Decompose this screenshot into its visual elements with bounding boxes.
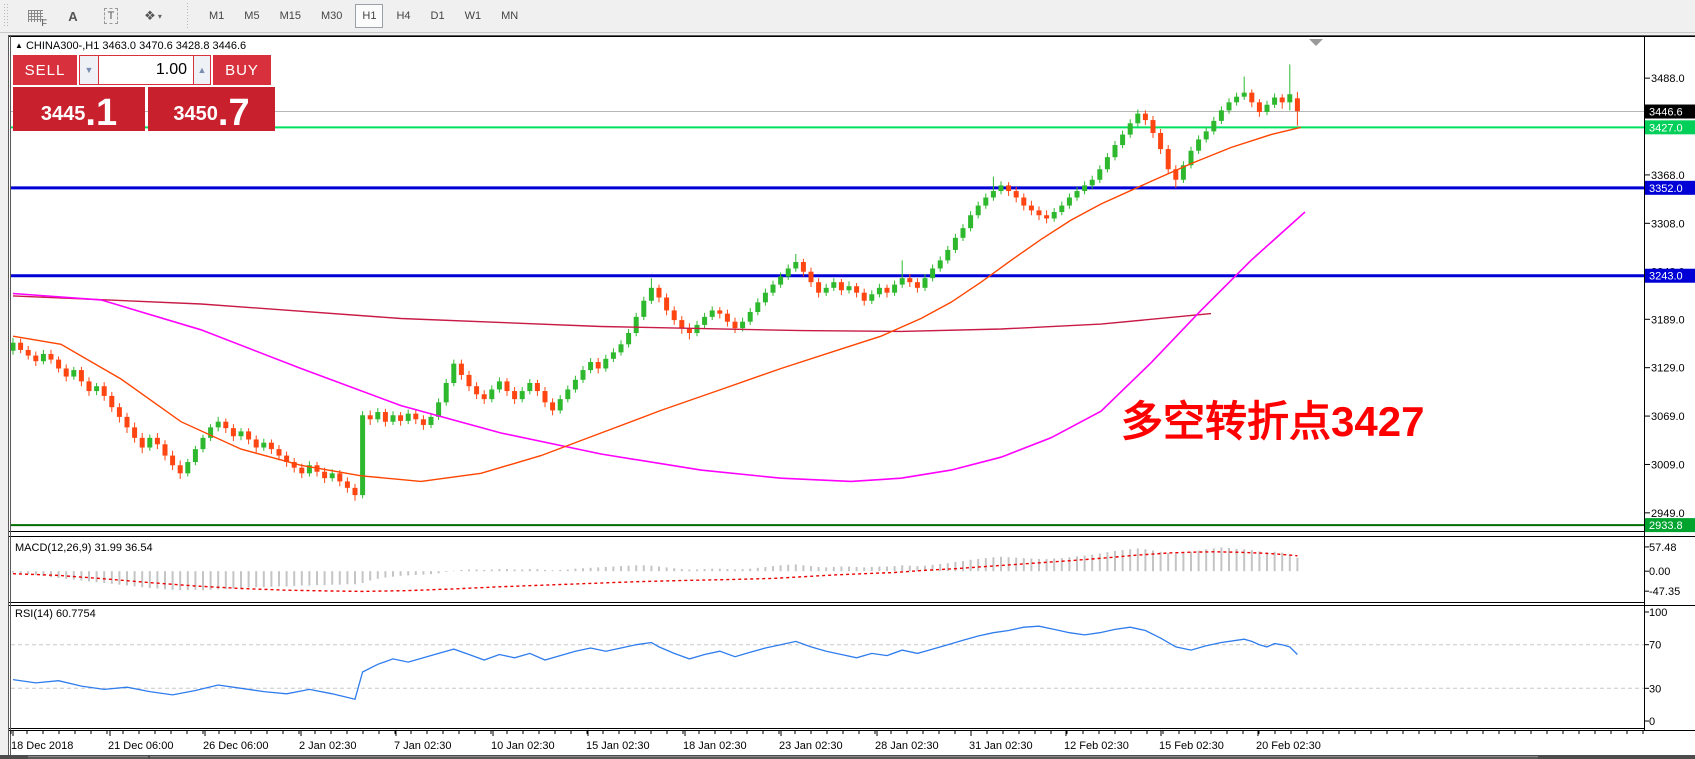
svg-text:31 Jan 02:30: 31 Jan 02:30 — [969, 740, 1033, 752]
one-click-trade-panel: SELL ▼ ▲ BUY 3445 .1 3450 .7 — [13, 55, 275, 134]
svg-text:18 Jan 02:30: 18 Jan 02:30 — [683, 740, 747, 752]
timeframe-button-h4[interactable]: H4 — [396, 10, 411, 22]
svg-text:3352.0: 3352.0 — [1649, 183, 1683, 195]
svg-text:3129.0: 3129.0 — [1651, 363, 1685, 375]
svg-text:57.48: 57.48 — [1649, 542, 1677, 554]
timeframe-button-h1[interactable]: H1 — [355, 4, 384, 28]
terminal-dock-edge — [0, 755, 1695, 759]
toolbar: F A T ❖ ▾ M1 M5 M15 M30 H1 H4 D1 W1 MN — [0, 0, 1695, 33]
grid-f-glyph: F — [41, 18, 48, 28]
timeframe-button-m5[interactable]: M5 — [244, 10, 260, 22]
toolbar-separator — [184, 3, 191, 29]
rsi-indicator-label: RSI(14) 60.7754 — [15, 608, 96, 620]
svg-text:26 Dec 06:00: 26 Dec 06:00 — [203, 740, 268, 752]
timeframe-button-w1[interactable]: W1 — [464, 10, 482, 22]
svg-text:30: 30 — [1649, 683, 1661, 695]
chart-annotation-text: 多空转折点3427 — [1121, 398, 1425, 445]
quantity-input[interactable] — [99, 55, 193, 85]
svg-text:100: 100 — [1649, 607, 1667, 619]
text-label-icon[interactable]: T — [96, 3, 126, 29]
chart-shift-icon[interactable]: F — [20, 3, 50, 29]
svg-text:3446.6: 3446.6 — [1649, 107, 1683, 119]
quantity-increase-button[interactable]: ▲ — [193, 55, 211, 85]
sell-button[interactable]: SELL — [13, 55, 77, 85]
chevron-down-icon: ▾ — [157, 11, 162, 21]
crosshair-text-icon[interactable]: A — [68, 8, 78, 24]
svg-text:3009.0: 3009.0 — [1651, 459, 1685, 471]
svg-text:70: 70 — [1649, 640, 1661, 652]
svg-text:3189.0: 3189.0 — [1651, 314, 1685, 326]
sell-price-box[interactable]: 3445 .1 — [13, 87, 145, 134]
svg-text:28 Jan 02:30: 28 Jan 02:30 — [875, 740, 939, 752]
toolbar-grip[interactable] — [3, 4, 10, 28]
svg-text:3243.0: 3243.0 — [1649, 271, 1683, 283]
t-glyph: T — [103, 8, 119, 24]
sell-price-main: 3445 — [40, 103, 86, 125]
chart-ohlc-values: 3463.0 3470.6 3428.8 3446.6 — [102, 40, 247, 52]
sell-price-fraction: .1 — [85, 92, 118, 134]
objects-list-icon[interactable]: ❖ ▾ — [144, 8, 162, 23]
macd-indicator-label: MACD(12,26,9) 31.99 36.54 — [15, 542, 153, 554]
buy-price-main: 3450 — [173, 103, 218, 125]
svg-text:10 Jan 02:30: 10 Jan 02:30 — [491, 740, 555, 752]
timeframe-button-m15[interactable]: M15 — [279, 10, 301, 22]
dock-box — [28, 756, 148, 759]
buy-price-box[interactable]: 3450 .7 — [148, 87, 275, 134]
svg-text:-47.35: -47.35 — [1649, 586, 1680, 598]
buy-price-fraction: .7 — [217, 92, 250, 134]
quantity-decrease-button[interactable]: ▼ — [79, 55, 99, 85]
svg-text:23 Jan 02:30: 23 Jan 02:30 — [779, 740, 843, 752]
chart-symbol: CHINA300-,H1 — [25, 40, 100, 52]
chart-title: ▲ CHINA300-,H1 3463.0 3470.6 3428.8 3446… — [15, 40, 246, 52]
svg-text:3368.0: 3368.0 — [1651, 170, 1685, 182]
collapse-arrow-icon[interactable]: ▲ — [15, 41, 23, 50]
svg-text:20 Feb 02:30: 20 Feb 02:30 — [1256, 740, 1321, 752]
buy-button[interactable]: BUY — [213, 55, 271, 85]
svg-text:12 Feb 02:30: 12 Feb 02:30 — [1064, 740, 1129, 752]
svg-text:15 Jan 02:30: 15 Jan 02:30 — [586, 740, 650, 752]
svg-text:21 Dec 06:00: 21 Dec 06:00 — [108, 740, 173, 752]
svg-text:15 Feb 02:30: 15 Feb 02:30 — [1159, 740, 1224, 752]
svg-text:3488.0: 3488.0 — [1651, 73, 1685, 85]
chart-window: 3488.03368.03308.03248.03189.03129.03069… — [8, 35, 1695, 756]
svg-text:3308.0: 3308.0 — [1651, 218, 1685, 230]
svg-text:2933.8: 2933.8 — [1649, 520, 1683, 532]
grid-glyph — [27, 10, 43, 22]
svg-text:18 Dec 2018: 18 Dec 2018 — [11, 740, 73, 752]
timeframe-group: M1 M5 M15 M30 H1 H4 D1 W1 MN — [199, 4, 528, 28]
timeframe-button-m1[interactable]: M1 — [209, 10, 225, 22]
svg-text:0.00: 0.00 — [1649, 566, 1670, 578]
svg-text:0: 0 — [1649, 716, 1655, 728]
timeframe-button-d1[interactable]: D1 — [430, 10, 445, 22]
svg-text:3069.0: 3069.0 — [1651, 411, 1685, 423]
svg-text:7 Jan 02:30: 7 Jan 02:30 — [394, 740, 452, 752]
svg-text:3427.0: 3427.0 — [1649, 122, 1683, 134]
svg-text:2949.0: 2949.0 — [1651, 508, 1685, 520]
timeframe-button-m30[interactable]: M30 — [320, 10, 343, 22]
dock-box — [150, 756, 1538, 759]
price-chart-canvas[interactable]: 3488.03368.03308.03248.03189.03129.03069… — [9, 36, 1695, 756]
svg-text:2 Jan 02:30: 2 Jan 02:30 — [299, 740, 357, 752]
timeframe-button-mn[interactable]: MN — [501, 10, 519, 22]
